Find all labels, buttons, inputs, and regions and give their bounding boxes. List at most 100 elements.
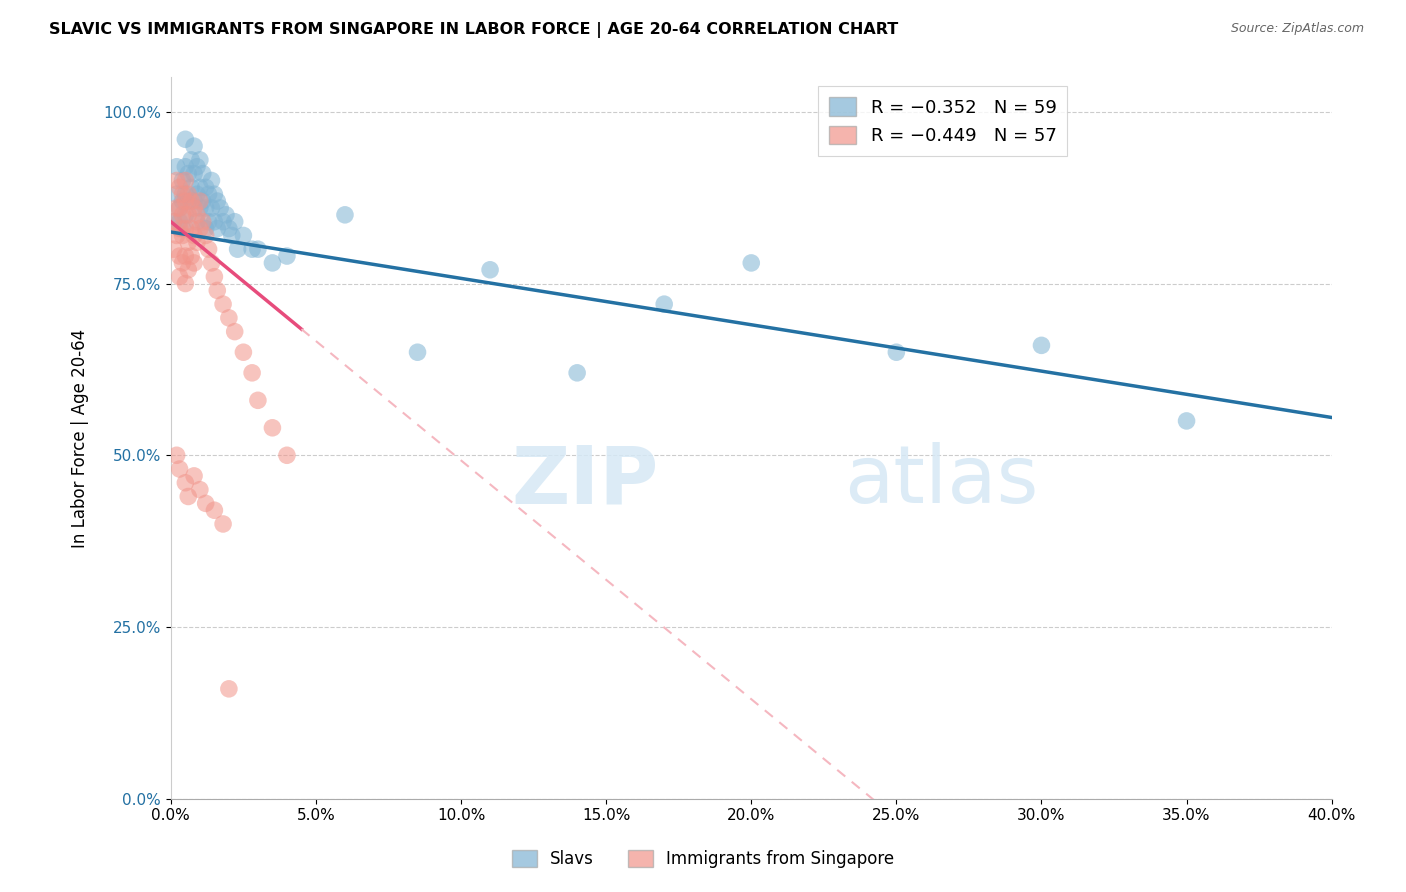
Point	[188, 483, 211, 497]
Point	[262, 256, 284, 270]
Point	[174, 277, 197, 291]
Point	[188, 201, 211, 215]
Point	[202, 269, 225, 284]
Point	[186, 187, 208, 202]
Point	[207, 284, 229, 298]
Point	[197, 187, 219, 202]
Point	[209, 201, 232, 215]
Point	[215, 208, 238, 222]
Point	[565, 366, 588, 380]
Point	[174, 160, 197, 174]
Point	[886, 345, 908, 359]
Point	[163, 215, 186, 229]
Point	[166, 160, 188, 174]
Point	[226, 242, 249, 256]
Point	[183, 469, 205, 483]
Point	[224, 325, 246, 339]
Point	[262, 421, 284, 435]
Point	[174, 173, 197, 187]
Point	[207, 194, 229, 208]
Point	[188, 194, 211, 208]
Point	[177, 208, 200, 222]
Point	[169, 249, 191, 263]
Point	[740, 256, 762, 270]
Point	[177, 235, 200, 250]
Point	[197, 242, 219, 256]
Point	[166, 201, 188, 215]
Point	[652, 297, 675, 311]
Point	[169, 201, 191, 215]
Point	[240, 366, 263, 380]
Point	[191, 215, 214, 229]
Point	[186, 208, 208, 222]
Point	[1175, 414, 1198, 428]
Point	[183, 167, 205, 181]
Point	[188, 180, 211, 194]
Point	[188, 221, 211, 235]
Point	[172, 194, 194, 208]
Point	[172, 221, 194, 235]
Point	[212, 516, 235, 531]
Point	[246, 242, 269, 256]
Point	[174, 194, 197, 208]
Point	[169, 462, 191, 476]
Point	[186, 215, 208, 229]
Point	[194, 201, 217, 215]
Point	[188, 153, 211, 167]
Point	[183, 228, 205, 243]
Point	[180, 153, 202, 167]
Point	[202, 215, 225, 229]
Point	[183, 139, 205, 153]
Point	[246, 393, 269, 408]
Point	[207, 221, 229, 235]
Point	[180, 194, 202, 208]
Point	[276, 249, 298, 263]
Point	[276, 448, 298, 462]
Point	[174, 221, 197, 235]
Point	[172, 173, 194, 187]
Point	[218, 681, 240, 696]
Legend: Slavs, Immigrants from Singapore: Slavs, Immigrants from Singapore	[505, 843, 901, 875]
Point	[174, 475, 197, 490]
Point	[174, 249, 197, 263]
Point	[177, 167, 200, 181]
Point	[169, 201, 191, 215]
Point	[172, 256, 194, 270]
Point	[191, 167, 214, 181]
Point	[218, 221, 240, 235]
Point	[232, 228, 254, 243]
Point	[194, 228, 217, 243]
Point	[186, 160, 208, 174]
Point	[166, 173, 188, 187]
Point	[174, 187, 197, 202]
Point	[212, 215, 235, 229]
Point	[240, 242, 263, 256]
Point	[163, 215, 186, 229]
Point	[200, 256, 222, 270]
Text: SLAVIC VS IMMIGRANTS FROM SINGAPORE IN LABOR FORCE | AGE 20-64 CORRELATION CHART: SLAVIC VS IMMIGRANTS FROM SINGAPORE IN L…	[49, 22, 898, 38]
Text: ZIP: ZIP	[512, 442, 658, 520]
Point	[200, 173, 222, 187]
Point	[174, 132, 197, 146]
Point	[180, 249, 202, 263]
Point	[166, 448, 188, 462]
Point	[194, 180, 217, 194]
Point	[169, 269, 191, 284]
Point	[177, 194, 200, 208]
Point	[194, 221, 217, 235]
Point	[191, 194, 214, 208]
Point	[200, 201, 222, 215]
Text: Source: ZipAtlas.com: Source: ZipAtlas.com	[1230, 22, 1364, 36]
Point	[163, 242, 186, 256]
Point	[183, 201, 205, 215]
Legend: R = −0.352   N = 59, R = −0.449   N = 57: R = −0.352 N = 59, R = −0.449 N = 57	[818, 87, 1067, 156]
Point	[169, 180, 191, 194]
Y-axis label: In Labor Force | Age 20-64: In Labor Force | Age 20-64	[72, 328, 89, 548]
Point	[479, 262, 502, 277]
Point	[180, 221, 202, 235]
Point	[333, 208, 356, 222]
Point	[169, 215, 191, 229]
Point	[1031, 338, 1053, 352]
Point	[172, 208, 194, 222]
Point	[177, 187, 200, 202]
